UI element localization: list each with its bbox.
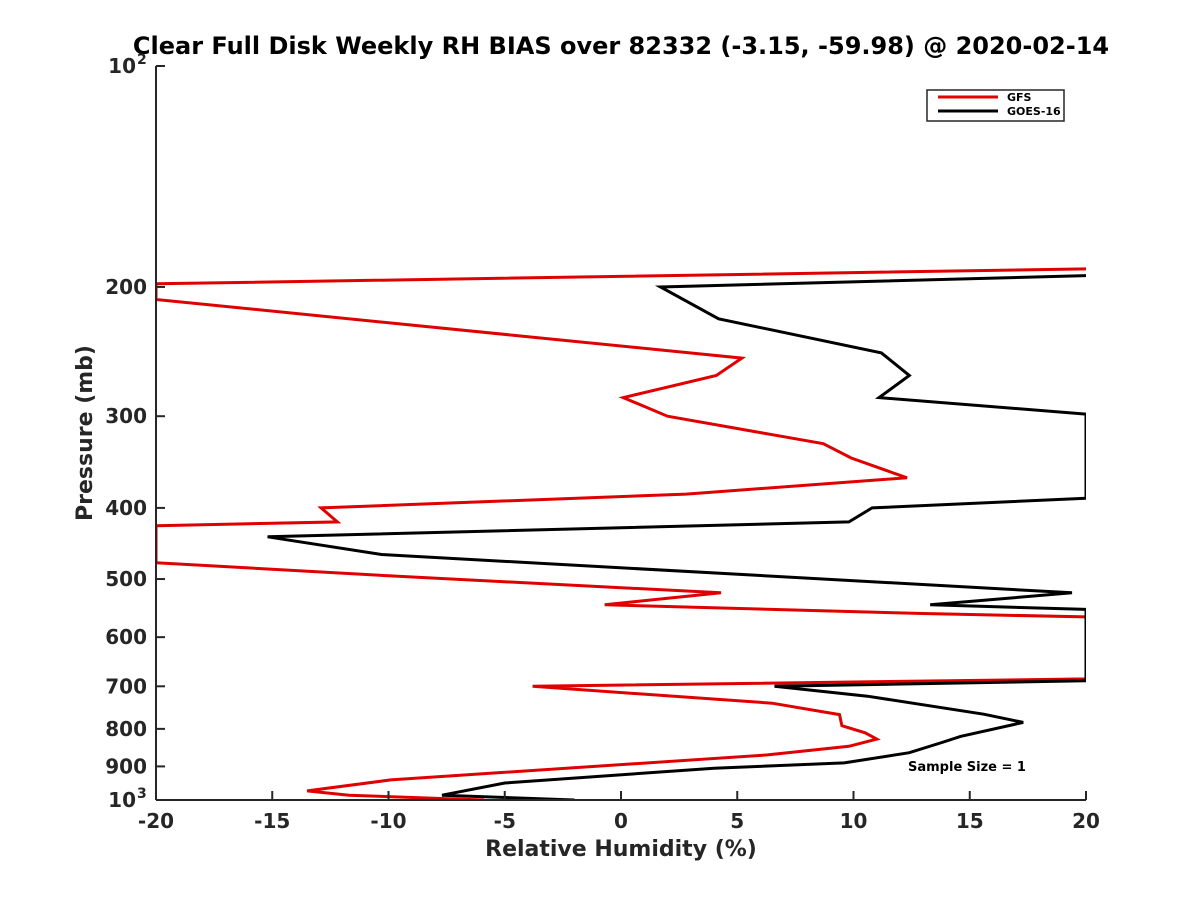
legend-label-goes16: GOES-16 <box>1007 105 1061 118</box>
y-tick-label: 500 <box>105 567 147 591</box>
x-axis-label: Relative Humidity (%) <box>485 837 757 862</box>
x-tick-label: -5 <box>494 809 516 833</box>
series-layer <box>156 267 1086 800</box>
legend-label-gfs: GFS <box>1007 91 1032 104</box>
y-tick-label: 10 <box>108 54 136 78</box>
legend-box <box>926 89 1065 122</box>
sample-size-annotation: Sample Size = 1 <box>908 760 1026 775</box>
y-tick-exponent: 2 <box>137 52 147 68</box>
y-tick-label: 300 <box>105 404 147 428</box>
x-tick-label: 15 <box>956 809 984 833</box>
y-tick-label: 800 <box>105 717 147 741</box>
series-line-gfs <box>156 267 1086 800</box>
x-tick-label: -15 <box>254 809 290 833</box>
x-tick-label: 5 <box>730 809 744 833</box>
y-tick-label: 10 <box>108 788 136 812</box>
y-tick-label: 400 <box>105 496 147 520</box>
y-tick-label: 700 <box>105 674 147 698</box>
x-ticks: -20 -15 -10 -5 0 5 10 15 20 <box>138 791 1100 833</box>
x-tick-label: 20 <box>1072 809 1100 833</box>
y-tick-label: 900 <box>105 754 147 778</box>
y-tick-label: 200 <box>105 275 147 299</box>
y-tick-exponent: 3 <box>137 786 147 802</box>
x-tick-label: 10 <box>840 809 868 833</box>
legend: GFS GOES-16 <box>926 89 1065 122</box>
x-tick-label: -10 <box>370 809 406 833</box>
x-tick-label: 0 <box>614 809 628 833</box>
chart-title: Clear Full Disk Weekly RH BIAS over 8233… <box>133 32 1109 60</box>
y-axis-label: Pressure (mb) <box>73 345 98 521</box>
x-tick-label: -20 <box>138 809 174 833</box>
series-line-goes16 <box>267 274 1086 800</box>
y-tick-label: 600 <box>105 625 147 649</box>
